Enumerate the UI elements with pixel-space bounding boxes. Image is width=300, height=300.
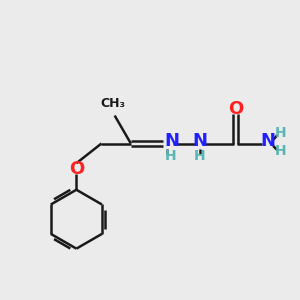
Text: O: O — [69, 160, 84, 178]
Text: CH₃: CH₃ — [101, 97, 126, 110]
Text: H: H — [274, 126, 286, 140]
Text: N: N — [260, 132, 275, 150]
Text: H: H — [274, 144, 286, 158]
Text: N: N — [165, 132, 180, 150]
Text: H: H — [165, 149, 176, 163]
Text: H: H — [194, 149, 206, 163]
Text: N: N — [193, 132, 208, 150]
Text: O: O — [228, 100, 243, 118]
